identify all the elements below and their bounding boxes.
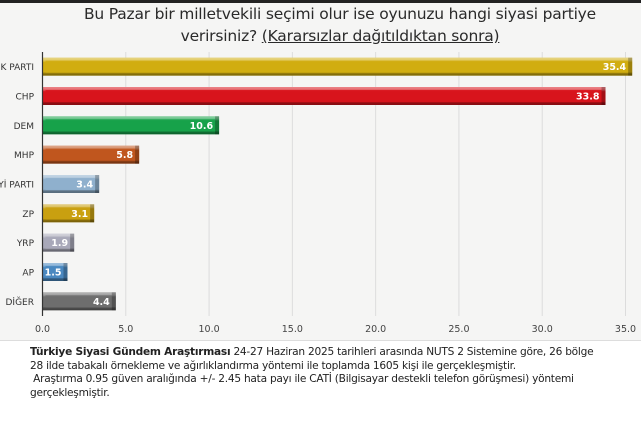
bar-end-shade	[90, 204, 95, 223]
x-tick-label: 5.0	[118, 324, 133, 335]
top-band	[0, 0, 641, 3]
bar-chart: 0.0 5.0 10.0 15.0 20.0 25.0 30.0 35.0 35.4 K PART…	[0, 52, 636, 335]
x-tick-label: 15.0	[282, 324, 303, 335]
bar-end-shade	[95, 175, 100, 193]
bar-face	[45, 148, 136, 161]
chart-title: Bu Pazar bir milletvekili seçimi olur is…	[60, 3, 620, 47]
x-tick-label: 0.0	[35, 324, 50, 335]
bar-face	[45, 295, 112, 308]
bar-face	[45, 236, 71, 249]
footnote-bold: Türkiye Siyasi Gündem Araştırması	[30, 346, 231, 358]
title-underlined: (Kararsızlar dağıtıldıktan sonra)	[261, 27, 500, 45]
bar-face	[45, 60, 629, 73]
category-label: K PARTI	[0, 63, 34, 73]
category-label: YRP	[16, 239, 35, 249]
bar-face	[45, 178, 96, 190]
footnote-line-1: Türkiye Siyasi Gündem Araştırması 24-27 …	[30, 346, 641, 360]
data-label: 3.4	[76, 180, 93, 191]
x-tick-label: 25.0	[448, 324, 469, 335]
footnote-line-2: 28 ilde tabakalı örnekleme ve ağırlıklan…	[30, 359, 516, 372]
data-label: 4.4	[93, 297, 110, 308]
category-label: DİĞER	[6, 296, 35, 308]
bar-end-shade	[70, 233, 75, 252]
bar-end-shade	[601, 87, 606, 105]
bar-end-shade	[63, 263, 68, 281]
title-line-2-text: verirsiniz?	[180, 27, 262, 45]
bar-face	[45, 90, 602, 102]
category-label: CHP	[16, 93, 35, 103]
footnote-line-3: Araştırma 0.95 güven aralığında +/- 2.45…	[30, 373, 574, 385]
data-label: 1.9	[51, 238, 68, 249]
divider	[0, 340, 641, 341]
data-label: 33.8	[576, 92, 600, 103]
data-label: 1.5	[45, 268, 62, 279]
x-tick-label: 20.0	[365, 324, 386, 335]
title-line-2: verirsiniz? (Kararsızlar dağıtıldıktan s…	[60, 25, 620, 47]
category-label: DEM	[14, 122, 34, 132]
bar-end-shade	[111, 292, 116, 311]
category-label: MHP	[14, 151, 35, 161]
data-label: 5.8	[116, 150, 133, 161]
title-line-1: Bu Pazar bir milletvekili seçimi olur is…	[83, 5, 596, 23]
data-label: 10.6	[190, 121, 214, 132]
footnote-line-1-text: 24-27 Haziran 2025 tarihleri arasında NU…	[230, 346, 594, 358]
bar-face	[45, 207, 91, 220]
category-label: Yİ PARTI	[0, 180, 34, 191]
bar-end-shade	[628, 57, 633, 76]
x-tick-label: 35.0	[615, 324, 636, 335]
data-label: 3.1	[71, 209, 88, 220]
bar-face	[45, 119, 216, 132]
x-tick-label: 10.0	[198, 324, 219, 335]
bar-end-shade	[135, 145, 140, 164]
footnote-line-4: gerçekleşmiştir.	[30, 386, 110, 399]
category-label: AP	[22, 269, 34, 279]
data-label: 35.4	[603, 62, 627, 73]
bar-end-shade	[215, 116, 220, 135]
category-label: ZP	[22, 210, 34, 220]
footnote: Türkiye Siyasi Gündem Araştırması 24-27 …	[30, 346, 641, 400]
x-tick-label: 30.0	[532, 324, 553, 335]
bar-face	[45, 266, 64, 278]
